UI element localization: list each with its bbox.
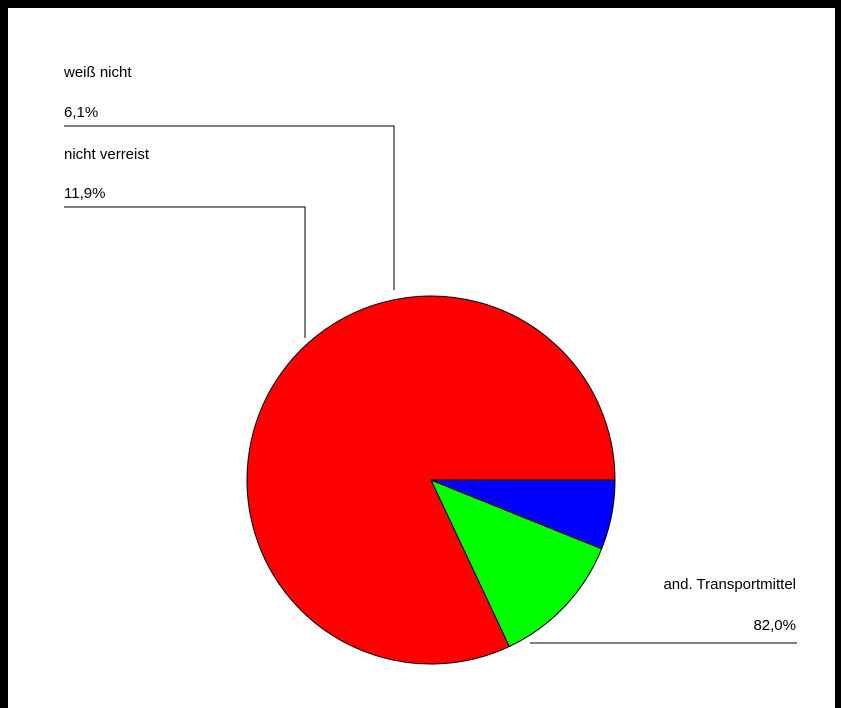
pie-slice-weiss-nicht <box>430 479 616 550</box>
frame-right-border <box>835 0 841 708</box>
value-nicht-verreist: 11,9% <box>64 185 105 202</box>
label-nicht-verreist: nicht verreist <box>64 146 150 163</box>
frame-top-border <box>0 0 841 8</box>
frame-left-border <box>0 0 8 708</box>
leader-line-nicht-verreist <box>64 206 306 338</box>
pie-slice-nicht-verreist <box>430 479 603 648</box>
value-and-transportmittel: 82,0% <box>753 617 796 634</box>
value-weiss-nicht: 6,1% <box>64 104 98 121</box>
label-weiss-nicht: weiß nicht <box>63 64 132 81</box>
label-and-transportmittel: and. Transportmittel <box>663 576 796 593</box>
leader-line-weiss-nicht <box>64 125 395 290</box>
